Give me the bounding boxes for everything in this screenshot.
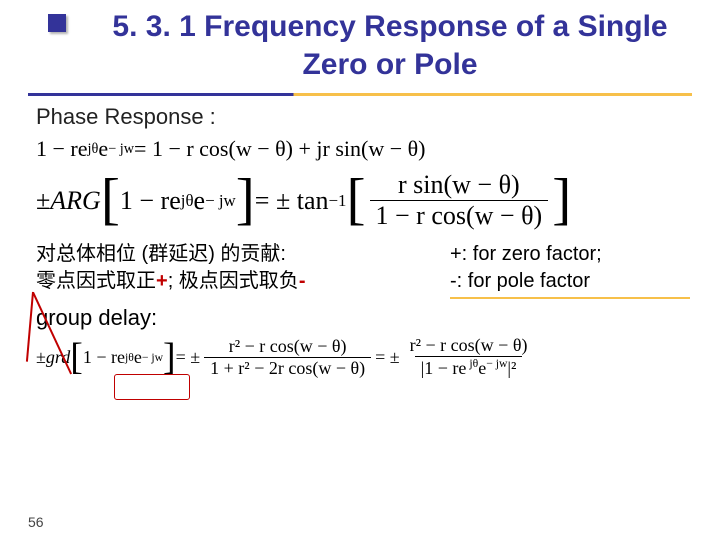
note-l1: 对总体相位 (群延迟) 的贡献: (36, 241, 426, 268)
note-l2-b: ; 极点因式取负 (168, 270, 299, 292)
lbracket-icon: [ (346, 183, 365, 217)
eq1-exp2: − jw (108, 141, 134, 158)
grd-a: 1 − re (83, 347, 125, 368)
grd-f2-exp1: jθ (466, 357, 478, 370)
grd-b: e (134, 347, 142, 368)
phase-response-heading: Phase Response : (36, 104, 690, 130)
note-r2: -: for pole factor (450, 268, 690, 295)
eq2-inside-a: 1 − re (120, 186, 181, 216)
eq1-mid: e (98, 136, 108, 162)
eq2-exp1: jθ (181, 191, 194, 211)
callout-line (26, 292, 34, 362)
eq2-inside-b: e (194, 186, 206, 216)
note-right: +: for zero factor; -: for pole factor (450, 241, 690, 299)
grd-f2-den-b: e (478, 358, 486, 378)
note-r1: +: for zero factor; (450, 241, 690, 268)
note-l2-a: 零点因式取正 (36, 270, 156, 292)
equation-grd: ± grd [ 1 − re jθ e− jw ] = ± r² − r cos… (36, 335, 690, 379)
eq2-exp2: − jw (205, 191, 236, 211)
grd-f2-exp2: − jw (486, 357, 507, 370)
note-plus: + (156, 270, 168, 292)
grd-frac1: r² − r cos(w − θ) 1 + r² − 2r cos(w − θ) (204, 336, 371, 379)
group-delay-heading: group delay: (36, 305, 690, 331)
eq2-den: 1 − r cos(w − θ) (370, 200, 549, 231)
eq1-right: = 1 − r cos(w − θ) + jr sin(w − θ) (134, 136, 425, 162)
lbracket-icon: [ (101, 183, 120, 217)
grd-f2-num: r² − r cos(w − θ) (404, 335, 534, 356)
slide-title: 5. 3. 1 Frequency Response of a Single Z… (80, 8, 700, 83)
callout-box (114, 374, 190, 400)
rbracket-icon: ] (163, 346, 176, 369)
grd-exp1: jθ (125, 351, 134, 364)
eq2-arg: ARG (50, 186, 101, 216)
grd-frac2: r² − r cos(w − θ) |1 − re jθe− jw|² (404, 335, 534, 379)
eq2-num: r sin(w − θ) (392, 170, 526, 200)
grd-f2-den: |1 − re jθe− jw|² (415, 356, 523, 379)
grd-f2-den-a: |1 − re (421, 358, 467, 378)
grd-exp2: − jw (142, 351, 163, 364)
grd-f1-num: r² − r cos(w − θ) (223, 336, 353, 357)
equation-2: ± ARG [ 1 − re jθ e− jw ] = ± tan−1 [ r … (36, 170, 690, 231)
eq2-fraction: r sin(w − θ) 1 − r cos(w − θ) (370, 170, 549, 231)
note-row: 对总体相位 (群延迟) 的贡献: 零点因式取正+; 极点因式取负- +: for… (36, 241, 690, 299)
note-minus: - (299, 270, 306, 292)
eq2-sup: −1 (328, 191, 346, 211)
grd-f2-den-c: |² (507, 358, 516, 378)
lbracket-icon: [ (70, 346, 83, 369)
equation-1: 1 − re jθ e− jw = 1 − r cos(w − θ) + jr … (36, 136, 690, 162)
eq1-left: 1 − re (36, 136, 88, 162)
grd-eq2: = ± (375, 347, 400, 368)
rbracket-icon: ] (236, 183, 255, 217)
eq1-exp1: jθ (88, 141, 99, 158)
grd-f1-den: 1 + r² − 2r cos(w − θ) (204, 357, 371, 379)
rbracket-icon: ] (552, 183, 571, 217)
page-number: 56 (28, 514, 44, 530)
note-left: 对总体相位 (群延迟) 的贡献: 零点因式取正+; 极点因式取负- (36, 241, 426, 299)
title-bullet (48, 14, 66, 32)
grd-eq1: = ± (176, 347, 201, 368)
eq2-pm: ± (36, 186, 50, 216)
grd-pm: ± (36, 347, 46, 368)
note-l2: 零点因式取正+; 极点因式取负- (36, 268, 426, 295)
eq2-eq: = ± tan (255, 186, 329, 216)
